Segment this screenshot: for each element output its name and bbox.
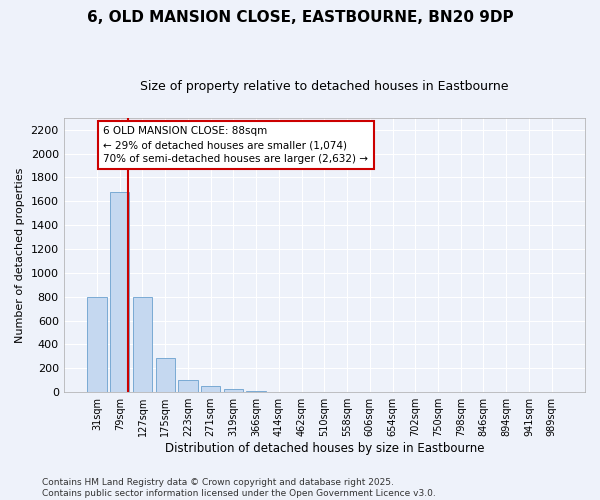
- Bar: [110, 192, 130, 392]
- X-axis label: Distribution of detached houses by size in Eastbourne: Distribution of detached houses by size …: [164, 442, 484, 455]
- Bar: [201, 386, 220, 392]
- Text: Contains HM Land Registry data © Crown copyright and database right 2025.
Contai: Contains HM Land Registry data © Crown c…: [42, 478, 436, 498]
- Bar: [224, 388, 243, 392]
- Text: 6, OLD MANSION CLOSE, EASTBOURNE, BN20 9DP: 6, OLD MANSION CLOSE, EASTBOURNE, BN20 9…: [86, 10, 514, 25]
- Bar: [178, 380, 197, 392]
- Text: 6 OLD MANSION CLOSE: 88sqm
← 29% of detached houses are smaller (1,074)
70% of s: 6 OLD MANSION CLOSE: 88sqm ← 29% of deta…: [103, 126, 368, 164]
- Y-axis label: Number of detached properties: Number of detached properties: [15, 168, 25, 342]
- Title: Size of property relative to detached houses in Eastbourne: Size of property relative to detached ho…: [140, 80, 509, 93]
- Bar: [247, 391, 266, 392]
- Bar: [133, 297, 152, 392]
- Bar: [88, 297, 107, 392]
- Bar: [155, 358, 175, 392]
